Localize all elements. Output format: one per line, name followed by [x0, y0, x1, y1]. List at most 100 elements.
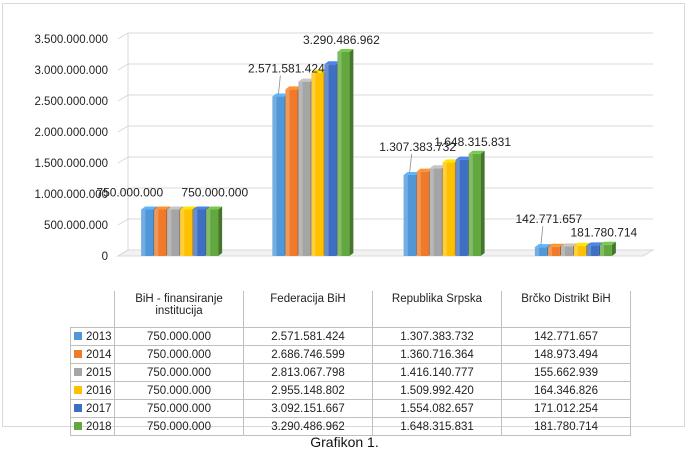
bar-highlight: [599, 244, 605, 256]
legend-swatch: [74, 386, 82, 395]
bar-highlight: [324, 64, 329, 257]
bar: [468, 150, 485, 256]
data-label: 181.780.714: [571, 226, 638, 240]
bar-front: [429, 168, 442, 256]
data-label: 1.307.383.732: [379, 140, 456, 154]
bar-highlight: [416, 171, 421, 256]
bar-front: [154, 209, 167, 256]
y-tick-label: 3.000.000.000: [34, 65, 108, 77]
bar-top: [429, 165, 446, 169]
legend-entry: 2014: [70, 345, 115, 364]
bar-highlight: [167, 209, 172, 256]
bar-front: [560, 246, 573, 256]
bar-front: [180, 209, 193, 256]
table-cell: 750.000.000: [114, 363, 244, 382]
gridline-depth: [117, 32, 129, 40]
category-label: Republika Srpska: [372, 291, 502, 328]
bar-top: [193, 206, 210, 210]
gridline-depth: [117, 125, 129, 133]
table-row: 2018 750.000.000 3.290.486.962 1.648.315.83…: [70, 417, 631, 436]
data-labels: 750.000.000 750.000.000 2.571.581.424 3.290…: [96, 33, 638, 246]
table-cell: 164.346.826: [501, 381, 631, 400]
bar-front: [324, 64, 337, 257]
bar-side: [218, 206, 223, 256]
table-cell: 1.416.140.777: [372, 363, 502, 382]
bar-top: [416, 168, 433, 172]
bar-highlight: [193, 209, 198, 256]
legend-entry: 2013: [70, 327, 115, 346]
bar-top: [180, 206, 197, 210]
bar-highlight: [403, 174, 408, 256]
bar-top: [167, 206, 184, 210]
table-cell: 1.307.383.732: [372, 327, 502, 346]
legend-label: 2016: [86, 384, 112, 397]
bar-highlight: [560, 246, 566, 256]
legend-swatch: [74, 350, 82, 359]
gridline-depth: [117, 187, 129, 195]
bar: [337, 48, 354, 256]
bar-top: [285, 86, 302, 90]
bar-front: [141, 209, 154, 256]
bar-front: [416, 171, 429, 256]
bar-front: [272, 96, 285, 256]
bar-front: [403, 174, 416, 256]
bar-highlight: [154, 209, 159, 256]
legend-label: 2018: [86, 420, 112, 433]
bar-top: [468, 150, 485, 154]
data-label: 1.648.315.831: [434, 135, 511, 149]
y-tick-label: 2.500.000.000: [34, 96, 108, 108]
figure-caption: Grafikon 1.: [310, 434, 379, 450]
table-cell: 750.000.000: [114, 399, 244, 418]
bar-front: [298, 81, 311, 256]
bar-front: [285, 89, 298, 256]
gridline-depth: [117, 218, 129, 226]
bar-top: [298, 78, 315, 82]
table-row: 2015 750.000.000 2.813.067.798 1.416.140.77…: [70, 363, 631, 382]
data-label: 750.000.000: [181, 186, 248, 200]
leader-line: [409, 153, 413, 173]
leader-line: [277, 75, 281, 95]
bar-top: [154, 206, 171, 210]
legend-entry: 2015: [70, 363, 115, 382]
table-header-row: BiH - finansiranje institucija Federacija…: [70, 291, 631, 328]
legend-entry: 2017: [70, 399, 115, 418]
bar-front: [586, 245, 599, 256]
bar-highlight: [206, 209, 211, 256]
bar-highlight: [573, 245, 579, 256]
y-tick-label: 1.500.000.000: [34, 158, 108, 170]
table-corner: [70, 291, 115, 328]
leader-line: [540, 226, 544, 246]
bar-highlight: [442, 162, 447, 256]
legend-swatch: [74, 422, 82, 431]
bar-side: [611, 241, 616, 256]
bar-front: [337, 51, 350, 256]
table-row: 2017 750.000.000 3.092.151.667 1.554.082.65…: [70, 399, 631, 418]
table-cell: 1.360.716.364: [372, 345, 502, 364]
table-cell: 2.686.746.599: [243, 345, 373, 364]
bar-top: [311, 69, 328, 73]
gridline-depth: [117, 63, 129, 71]
y-tick-label: 1.000.000.000: [34, 189, 108, 201]
bar-front: [206, 209, 219, 256]
legend-label: 2015: [86, 366, 112, 379]
bar-top: [272, 93, 289, 97]
data-label: 2.571.581.424: [248, 62, 325, 76]
bar-front: [534, 247, 547, 256]
table-row: 2013 750.000.000 2.571.581.424 1.307.383.73…: [70, 327, 631, 346]
bar-highlight: [311, 72, 316, 256]
bar-front: [573, 245, 586, 256]
legend-swatch: [74, 404, 82, 413]
legend-entry: 2018: [70, 417, 115, 436]
bar-top: [403, 171, 420, 175]
bar-highlight: [455, 159, 460, 256]
legend-label: 2017: [86, 402, 112, 415]
bar-highlight: [586, 245, 592, 256]
table-cell: 750.000.000: [114, 417, 244, 436]
y-tick-label: 2.000.000.000: [34, 127, 108, 139]
bar-front: [193, 209, 206, 256]
gridline-depth: [117, 249, 129, 257]
bar-highlight: [337, 51, 342, 256]
data-label: 142.771.657: [516, 212, 583, 226]
table-cell: 181.780.714: [501, 417, 631, 436]
